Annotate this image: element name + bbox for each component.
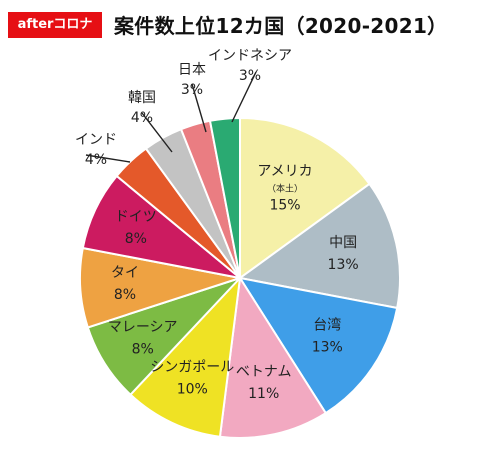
after-corona-badge: afterコロナ [8,12,102,38]
pie-slice-5 [129,275,242,438]
slice-value-5: 10% [177,381,208,397]
pie-slice-4 [218,275,328,439]
slice-label-8: ドイツ [115,209,157,225]
slice-value-4: 11% [248,386,279,402]
pie-slice-12 [208,116,241,279]
pie-slices [78,116,402,439]
slice-label-9: インド [75,132,117,148]
slice-value-11: 3% [181,82,203,98]
slice-value-8: 8% [125,231,147,247]
slice-value-6: 8% [132,342,154,358]
slice-sublabel-1: （本土） [267,183,303,195]
slice-value-9: 4% [85,152,107,168]
slice-value-10: 4% [131,110,153,126]
pie-slice-2 [237,182,402,310]
leader-lines [85,71,257,163]
slice-value-2: 13% [328,257,359,273]
slice-label-3: 台湾 [313,316,341,333]
slice-label-6: マレーシア [108,320,178,336]
slice-label-4: ベトナム [236,364,292,380]
slice-label-1: アメリカ [257,164,312,180]
slice-value-7: 8% [114,287,136,303]
leader-line-11 [191,83,207,133]
slice-label-11: 日本 [178,62,206,78]
leader-line-9 [85,154,131,163]
slice-value-12: 3% [239,68,261,84]
slice-value-1: 15% [269,198,300,214]
slice-value-3: 13% [312,339,343,355]
slice-label-5: シンガポール [150,359,234,375]
leader-line-12 [231,71,257,123]
pie-slice-3 [237,276,399,415]
chart-title: 案件数上位12カ国（2020-2021） [114,14,448,38]
slice-labels: アメリカ （本土） 15% 中国 13% 台湾 13% ベトナム 11% シンガポール 10% マレー… [75,48,359,402]
slice-label-7: タイ [111,265,139,281]
slice-label-2: 中国 [329,235,357,251]
leader-line-10 [141,112,173,153]
slice-label-10: 韓国 [128,90,156,106]
pie-slice-1 [239,116,371,280]
slice-label-12: インドネシア [208,48,292,64]
